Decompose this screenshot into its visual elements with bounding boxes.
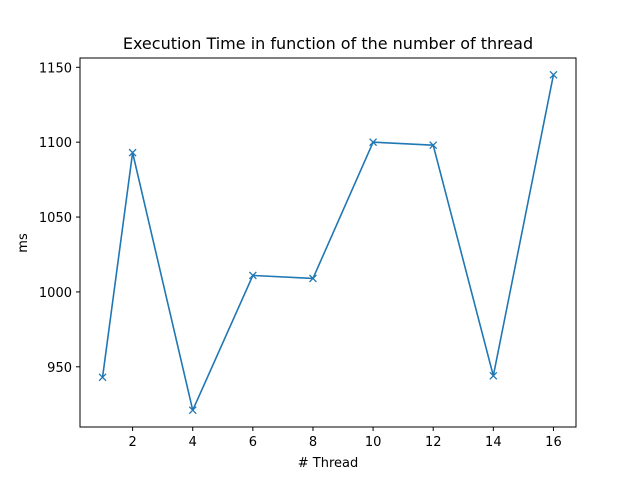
- data-point-marker: [128, 148, 137, 157]
- marker-stroke: [369, 138, 378, 147]
- data-point-marker: [248, 271, 257, 280]
- data-point-marker: [369, 138, 378, 147]
- data-point-marker: [549, 70, 558, 79]
- y-tick-label: 1100: [39, 136, 72, 151]
- x-tick-label: 8: [309, 435, 317, 450]
- x-tick-label: 14: [485, 435, 502, 450]
- marker-stroke: [188, 406, 197, 415]
- chart-title: Execution Time in function of the number…: [123, 34, 533, 53]
- data-point-marker: [188, 406, 197, 415]
- x-tick-label: 16: [545, 435, 562, 450]
- y-tick-label: 950: [47, 361, 72, 376]
- data-point-marker: [489, 371, 498, 380]
- x-tick-label: 6: [249, 435, 257, 450]
- x-tick-label: 12: [425, 435, 442, 450]
- marker-stroke: [248, 271, 257, 280]
- marker-stroke: [98, 373, 107, 382]
- marker-stroke: [549, 70, 558, 79]
- y-tick-label: 1000: [39, 286, 72, 301]
- marker-stroke: [429, 141, 438, 150]
- y-axis-label: ms: [16, 233, 31, 253]
- plot-frame: [79, 57, 577, 428]
- marker-stroke: [128, 148, 137, 157]
- data-point-marker: [98, 373, 107, 382]
- data-point-marker: [309, 274, 317, 283]
- marker-stroke: [489, 371, 498, 380]
- y-tick-label: 1050: [39, 211, 72, 226]
- plot-area: 2 4 6 8 10 12 14 16 950 1000 1050 1100 1150: [39, 57, 577, 450]
- x-tick-label: 4: [189, 435, 197, 450]
- marker-stroke: [309, 274, 317, 283]
- data-point-marker: [429, 141, 438, 150]
- x-tick-label: 2: [128, 435, 136, 450]
- x-axis-label: # Thread: [298, 456, 358, 471]
- x-tick-label: 10: [365, 435, 382, 450]
- y-tick-label: 1150: [39, 61, 72, 76]
